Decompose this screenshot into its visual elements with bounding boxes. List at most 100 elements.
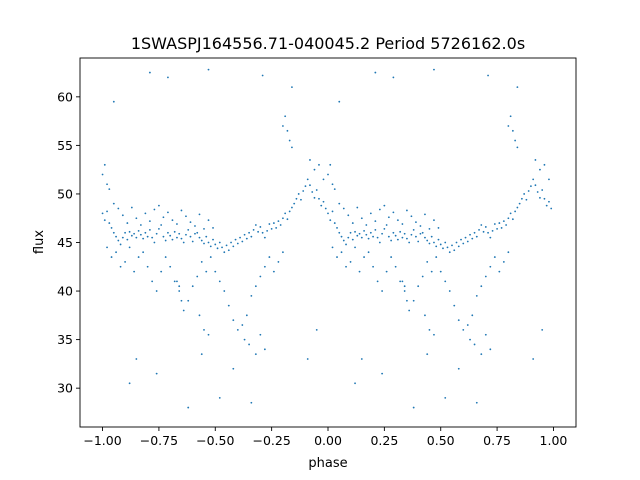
data-point — [128, 382, 131, 385]
data-point — [142, 251, 145, 254]
data-point — [187, 228, 190, 231]
data-point — [401, 236, 404, 239]
data-point — [101, 212, 104, 215]
data-point — [408, 309, 411, 312]
data-point — [137, 229, 140, 232]
data-point — [155, 232, 158, 235]
data-point — [221, 246, 223, 249]
data-point — [331, 183, 334, 186]
data-point — [410, 233, 413, 236]
data-point — [313, 196, 316, 199]
data-point — [392, 211, 395, 214]
data-point — [291, 146, 293, 149]
data-point — [282, 217, 284, 220]
data-point — [376, 280, 379, 283]
data-point — [173, 280, 176, 283]
data-point — [164, 256, 167, 258]
data-point — [548, 178, 550, 181]
data-point — [259, 226, 262, 228]
data-point — [232, 319, 235, 322]
data-point — [284, 212, 287, 215]
data-point — [545, 204, 548, 207]
data-point — [424, 236, 426, 239]
data-point — [171, 219, 174, 222]
data-point — [119, 265, 122, 268]
data-point — [475, 401, 478, 404]
data-point — [169, 265, 172, 268]
data-point — [457, 319, 460, 322]
data-point — [191, 285, 194, 288]
data-point — [178, 285, 181, 288]
x-tick-label: 0.75 — [483, 433, 511, 448]
data-point — [415, 221, 417, 224]
data-point — [207, 68, 210, 71]
data-point — [223, 251, 226, 254]
data-point — [223, 290, 226, 292]
data-point — [548, 200, 550, 203]
data-point — [302, 190, 305, 192]
data-point — [412, 228, 415, 231]
data-point — [536, 191, 539, 193]
data-point — [189, 235, 192, 238]
data-point — [124, 231, 126, 234]
x-tick-label: 1.00 — [540, 433, 568, 448]
data-point — [167, 76, 169, 79]
data-point — [345, 243, 347, 246]
data-point — [489, 265, 492, 268]
data-point — [381, 290, 384, 292]
data-point — [261, 74, 264, 77]
y-tick-label: 30 — [57, 381, 73, 396]
data-point — [496, 228, 498, 230]
data-point — [469, 233, 471, 236]
data-point — [194, 232, 196, 235]
data-point — [428, 242, 431, 245]
data-point — [392, 231, 395, 234]
data-point — [367, 251, 370, 254]
data-point — [455, 241, 458, 244]
x-tick-label: 0.00 — [314, 433, 342, 448]
data-point — [333, 222, 336, 224]
data-point — [378, 208, 381, 211]
data-point — [478, 228, 480, 231]
data-point — [502, 220, 505, 223]
y-tick-label: 50 — [57, 186, 73, 201]
data-point — [399, 230, 402, 233]
data-point — [182, 241, 185, 244]
data-point — [453, 249, 456, 252]
data-point — [313, 168, 316, 171]
data-point — [243, 233, 246, 236]
data-point — [148, 228, 151, 231]
data-point — [155, 372, 158, 375]
data-point — [254, 285, 257, 288]
data-point — [232, 245, 235, 248]
data-point — [419, 225, 422, 227]
data-point — [433, 219, 435, 222]
data-point — [282, 125, 284, 127]
data-point — [106, 210, 108, 213]
data-point — [250, 295, 253, 297]
data-point — [406, 209, 408, 212]
data-point — [106, 183, 108, 186]
data-point — [426, 239, 429, 242]
data-point — [167, 231, 169, 234]
data-point — [275, 227, 278, 229]
data-point — [101, 173, 104, 176]
data-point — [365, 233, 368, 236]
data-point — [514, 139, 517, 142]
data-point — [194, 225, 196, 227]
data-point — [498, 270, 501, 273]
data-point — [320, 204, 323, 207]
data-point — [435, 245, 438, 248]
data-point — [448, 251, 451, 254]
data-point — [374, 228, 377, 231]
y-axis-label: flux — [32, 230, 47, 254]
data-point — [527, 190, 530, 192]
data-point — [151, 280, 154, 283]
data-point — [322, 200, 325, 203]
data-point — [155, 290, 158, 292]
data-point — [243, 338, 246, 341]
data-point — [426, 261, 429, 263]
data-point — [146, 265, 149, 268]
data-point — [153, 241, 156, 244]
data-point — [203, 228, 205, 230]
